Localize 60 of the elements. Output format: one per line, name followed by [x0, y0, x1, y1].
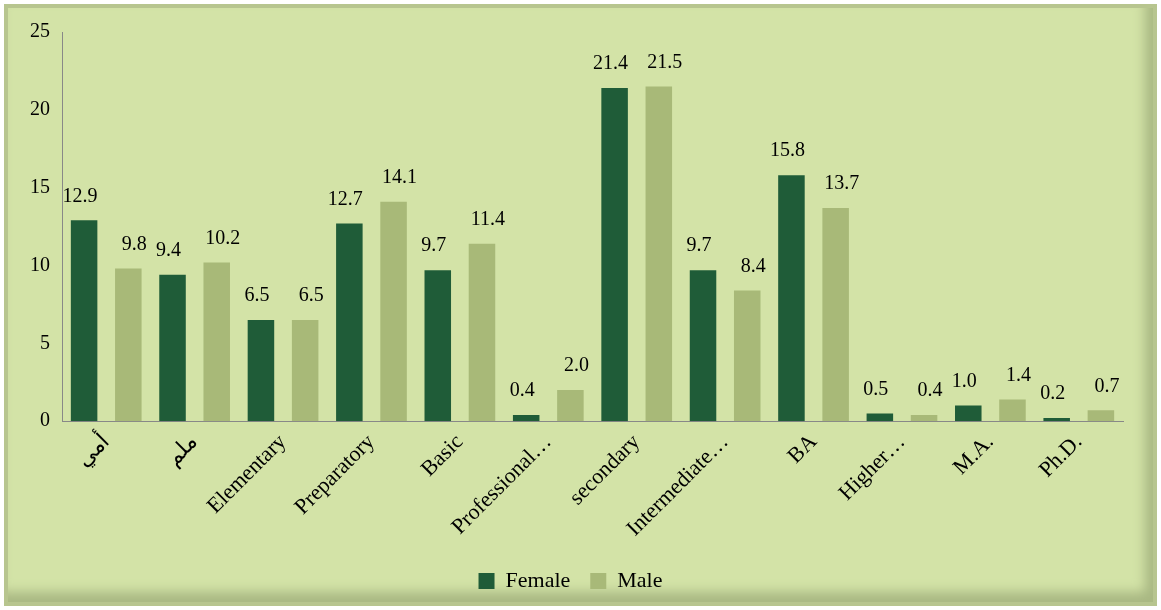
data-label: 12.7 — [327, 186, 363, 209]
y-tick-label: 5 — [40, 330, 50, 353]
data-label: 11.4 — [470, 206, 506, 229]
data-label: 0.5 — [863, 376, 889, 399]
data-label: 0.7 — [1094, 373, 1120, 396]
legend-label: Male — [617, 566, 663, 592]
bar — [733, 290, 761, 422]
data-label: 9.7 — [686, 233, 712, 256]
data-label: 9.8 — [121, 231, 147, 254]
bar — [115, 268, 142, 422]
bar — [247, 319, 275, 422]
bar — [1087, 410, 1115, 422]
data-label: 12.9 — [62, 183, 98, 206]
y-tick-label: 0 — [40, 408, 50, 431]
bar — [955, 405, 982, 422]
data-label: 21.4 — [593, 51, 629, 74]
bar — [645, 86, 673, 422]
data-label: 15.8 — [769, 138, 805, 161]
x-tick-label: M.A. — [947, 428, 998, 479]
y-tick-label: 25 — [30, 19, 50, 42]
data-label: 9.7 — [421, 233, 447, 256]
data-label: 10.2 — [205, 225, 241, 248]
data-label: 6.5 — [244, 283, 270, 306]
bar — [291, 319, 319, 422]
bar — [159, 274, 186, 422]
data-label: 0.2 — [1040, 381, 1066, 404]
bar — [1043, 418, 1070, 422]
y-tick-label: 10 — [30, 252, 50, 275]
bar — [601, 88, 628, 422]
bar — [512, 414, 540, 422]
data-label: 0.4 — [917, 378, 943, 401]
bar — [866, 413, 894, 422]
y-tick-label: 15 — [30, 174, 50, 197]
x-tick-label: ملم — [160, 428, 203, 471]
data-label: 9.4 — [156, 238, 182, 261]
bar — [910, 414, 938, 422]
y-tick-label: 20 — [30, 97, 50, 120]
bar — [424, 270, 452, 422]
legend-label: Female — [505, 566, 571, 592]
data-label: 8.4 — [740, 253, 766, 276]
bar — [557, 390, 584, 422]
bar — [999, 399, 1026, 422]
bar — [689, 270, 717, 422]
data-label: 13.7 — [824, 171, 860, 194]
bar — [70, 220, 98, 422]
data-label: 21.5 — [647, 49, 683, 72]
x-tick-label: BA — [781, 428, 822, 468]
bar — [468, 243, 496, 422]
bar — [822, 207, 849, 422]
data-label: 2.0 — [563, 353, 589, 376]
bar — [203, 262, 230, 422]
data-label: 1.0 — [951, 368, 977, 391]
x-tick-label: أمي — [68, 426, 114, 472]
data-label: 1.4 — [1005, 362, 1031, 385]
data-label: 6.5 — [298, 283, 324, 306]
bar — [336, 223, 363, 422]
bar — [380, 201, 407, 422]
bar — [778, 175, 805, 422]
data-label: 14.1 — [382, 164, 418, 187]
data-label: 0.4 — [509, 378, 535, 401]
